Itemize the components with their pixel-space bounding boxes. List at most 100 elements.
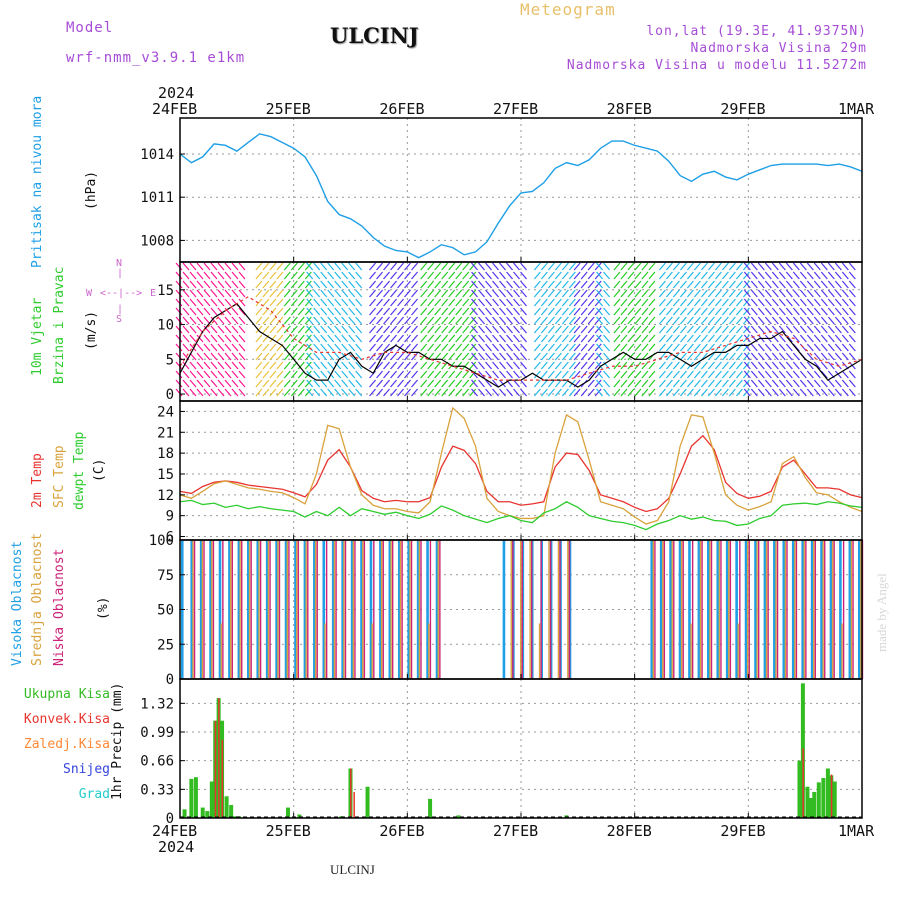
wind-barb (238, 280, 246, 289)
footer-station: ULCINJ (330, 862, 375, 877)
wind-barb (304, 262, 312, 271)
precip-bar-total (224, 796, 229, 818)
wind-barb (478, 271, 485, 280)
wind-barb (533, 343, 541, 352)
wind-barb (355, 325, 363, 334)
wind-barb (813, 370, 821, 379)
wind-barb (540, 379, 548, 388)
wind-barb (742, 370, 750, 379)
wind-barb (182, 289, 190, 298)
wind-barb (404, 325, 412, 334)
wind-barb (255, 262, 263, 271)
wind-barb (499, 343, 506, 352)
wind-barb (679, 262, 687, 271)
wind-barb (679, 307, 687, 316)
wind-barb (313, 289, 321, 298)
wind-barb (348, 298, 356, 307)
compass-east: E (150, 288, 157, 299)
wind-barb (455, 271, 463, 280)
y-tick-label: 5 (166, 352, 174, 368)
wind-barb (686, 388, 694, 397)
wind-barb (827, 289, 835, 298)
wind-barb (841, 280, 849, 289)
wind-barb (210, 307, 218, 316)
wind-barb (613, 325, 621, 334)
wind-barb (224, 307, 232, 316)
wind-barb (217, 361, 225, 370)
wind-barb (175, 289, 183, 298)
wind-barb (596, 343, 604, 352)
wind-barb (561, 334, 569, 343)
wind-barb (513, 262, 520, 271)
wind-barb (533, 379, 541, 388)
wind-barb (799, 262, 807, 271)
wind-barb (217, 307, 225, 316)
wind-barb (462, 343, 470, 352)
wind-barb (743, 361, 751, 370)
year-top: 2024 (158, 84, 195, 102)
wind-barb (771, 307, 779, 316)
wind-barb (492, 298, 499, 307)
wind-barb (369, 379, 377, 388)
wind-barb (513, 343, 520, 352)
wind-barb (735, 370, 743, 379)
wind-barb (196, 343, 204, 352)
wind-barb (841, 379, 849, 388)
wind-barb (573, 361, 581, 370)
wind-barb (255, 289, 263, 298)
wind-barb (290, 262, 298, 271)
model-label: Model (66, 20, 114, 36)
wind-barb (742, 388, 750, 397)
wind-barb (596, 280, 604, 289)
legend-frz-rain: Zaledj.Kisa (23, 737, 110, 752)
wind-barb (743, 388, 751, 397)
wind-barb (390, 325, 398, 334)
wind-barb (634, 298, 642, 307)
wind-barb (771, 352, 779, 361)
compass-arrow-s: | (117, 304, 124, 315)
wind-barb (492, 262, 499, 271)
wind-barb (203, 352, 211, 361)
wind-barb (792, 352, 800, 361)
wind-barb (750, 370, 758, 379)
wind-barb (304, 343, 312, 352)
wind-barb (568, 289, 576, 298)
wind-barb (276, 307, 284, 316)
wind-barb (679, 280, 687, 289)
wind-barb (404, 289, 412, 298)
wind-barb (420, 325, 428, 334)
wind-barb (327, 388, 335, 397)
wind-barb (306, 280, 314, 289)
y-tick-label: 25 (157, 637, 174, 653)
wind-barb (813, 316, 821, 325)
wind-barb (554, 307, 562, 316)
wind-barb (568, 316, 576, 325)
wind-barb (462, 280, 470, 289)
wind-barb (533, 325, 541, 334)
wind-barb (448, 316, 456, 325)
wind-barb (714, 289, 722, 298)
wind-barb (594, 289, 602, 298)
wind-barb (750, 361, 758, 370)
wind-barb (742, 316, 750, 325)
wind-barb (355, 352, 363, 361)
wind-barb (799, 325, 807, 334)
wind-barb (355, 334, 363, 343)
wind-barb (665, 334, 673, 343)
wind-barb (448, 325, 456, 334)
wind-barb (707, 352, 715, 361)
wind-barb (700, 262, 708, 271)
wind-barb (813, 352, 821, 361)
wind-barb (217, 298, 225, 307)
wind-barb (390, 316, 398, 325)
wind-barb (485, 370, 492, 379)
wind-barb (757, 325, 765, 334)
wind-barb (686, 280, 694, 289)
wind-barb (506, 343, 513, 352)
wind-barb (848, 316, 856, 325)
wind-barb (306, 262, 314, 271)
wind-barb (434, 289, 442, 298)
wind-barb (376, 262, 384, 271)
wind-barb (834, 289, 842, 298)
wind-barb (341, 271, 349, 280)
